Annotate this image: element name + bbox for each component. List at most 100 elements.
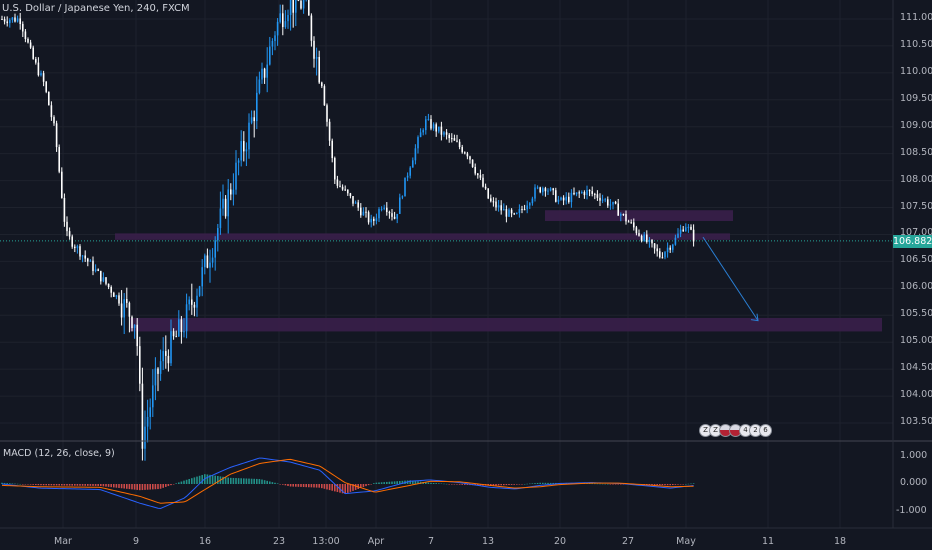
candle-body bbox=[113, 292, 115, 297]
candle-body bbox=[53, 117, 55, 124]
candle-body bbox=[154, 368, 157, 386]
candle-body bbox=[3, 19, 6, 22]
macd-hist-bar bbox=[274, 482, 276, 484]
macd-hist-bar bbox=[375, 482, 378, 484]
candle-body bbox=[123, 299, 125, 318]
candle-body bbox=[94, 269, 97, 272]
candle-body bbox=[620, 214, 622, 216]
price-axis-label: 105.500 bbox=[900, 308, 932, 320]
macd-hist-bar bbox=[588, 483, 591, 484]
candle-body bbox=[334, 158, 336, 180]
candle-body bbox=[188, 299, 190, 305]
macd-hist-bar bbox=[679, 484, 682, 485]
macd-hist-bar bbox=[601, 483, 604, 485]
macd-hist-bar bbox=[92, 484, 94, 486]
candlestick-series[interactable] bbox=[1, 0, 695, 461]
macd-hist-bar bbox=[263, 480, 266, 484]
candle-body bbox=[596, 194, 599, 198]
macd-hist-bar bbox=[383, 482, 385, 484]
candle-body bbox=[549, 188, 552, 191]
candle-body bbox=[614, 201, 617, 204]
macd-hist-bar bbox=[360, 484, 362, 489]
macd-hist-bar bbox=[414, 480, 417, 484]
macd-hist-bar bbox=[448, 484, 450, 485]
macd-hist-bar bbox=[245, 478, 248, 484]
macd-hist-bar bbox=[97, 484, 99, 486]
candle-body bbox=[529, 203, 531, 206]
macd-hist-bar bbox=[323, 484, 326, 489]
candle-body bbox=[534, 187, 536, 199]
chart-title[interactable]: U.S. Dollar / Japanese Yen, 240, FXCM bbox=[2, 3, 190, 14]
candle-body bbox=[172, 331, 175, 337]
projection-arrow[interactable] bbox=[702, 236, 759, 322]
candle-body bbox=[326, 105, 328, 122]
event-marker[interactable]: 6 bbox=[759, 424, 772, 437]
time-axis-label: Apr bbox=[367, 536, 385, 547]
candle-body bbox=[583, 192, 586, 196]
macd-hist-bar bbox=[282, 484, 284, 485]
candle-body bbox=[287, 15, 289, 22]
candle-body bbox=[505, 209, 508, 217]
candle-body bbox=[513, 213, 515, 215]
macd-hist-bar bbox=[224, 477, 227, 484]
time-axis-label: 16 bbox=[198, 536, 212, 547]
macd-hist-bar bbox=[146, 484, 149, 490]
macd-hist-bar bbox=[198, 475, 201, 484]
candle-body bbox=[599, 197, 601, 201]
macd-hist-bar bbox=[344, 484, 346, 494]
macd-hist-bar bbox=[29, 484, 32, 485]
candle-body bbox=[679, 229, 682, 234]
candle-body bbox=[37, 62, 40, 76]
macd-hist-bar bbox=[19, 483, 21, 485]
macd-hist-bar bbox=[149, 484, 151, 490]
time-axis-label: Mar bbox=[54, 536, 72, 547]
event-marker[interactable]: 2 bbox=[749, 424, 762, 437]
macd-hist-bar bbox=[682, 484, 684, 485]
macd-hist-bar bbox=[677, 484, 679, 485]
macd-hist-bar bbox=[539, 482, 541, 484]
candle-body bbox=[45, 81, 47, 92]
macd-hist-bar bbox=[458, 484, 461, 485]
macd-hist-bar bbox=[500, 484, 502, 486]
price-zone bbox=[130, 317, 882, 332]
time-axis-label: 13 bbox=[481, 536, 495, 547]
candle-body bbox=[661, 257, 664, 259]
macd-hist-bar bbox=[42, 484, 45, 486]
candle-body bbox=[383, 207, 385, 209]
macd-hist-bar bbox=[388, 481, 391, 484]
candle-body bbox=[71, 236, 73, 247]
macd-hist-bar bbox=[609, 484, 612, 485]
macd-hist-bar bbox=[45, 484, 47, 486]
macd-hist-bar bbox=[513, 484, 515, 485]
candle-body bbox=[204, 255, 206, 268]
macd-hist-bar bbox=[276, 483, 279, 484]
candle-body bbox=[588, 190, 591, 192]
macd-hist-bar bbox=[22, 484, 24, 485]
event-marker[interactable]: Z bbox=[709, 424, 722, 437]
macd-hist-bar bbox=[666, 484, 669, 486]
candle-body bbox=[643, 234, 645, 241]
macd-hist-bar bbox=[40, 484, 42, 486]
macd-hist-bar bbox=[659, 484, 661, 486]
macd-hist-bar bbox=[692, 483, 695, 484]
candle-body bbox=[253, 117, 255, 122]
candle-body bbox=[386, 207, 388, 213]
candle-body bbox=[539, 187, 541, 193]
macd-hist-bar bbox=[380, 482, 383, 484]
macd-hist-bar bbox=[81, 484, 84, 486]
candle-body bbox=[289, 0, 292, 16]
macd-hist-bar bbox=[651, 484, 653, 486]
macd-indicator-label[interactable]: MACD (12, 26, close, 9) bbox=[3, 448, 115, 459]
candle-body bbox=[235, 162, 237, 190]
candle-body bbox=[14, 17, 16, 22]
macd-axis-label: 1.000 bbox=[900, 449, 928, 461]
candle-body bbox=[672, 244, 674, 250]
macd-hist-bar bbox=[53, 484, 55, 486]
candle-body bbox=[669, 247, 671, 250]
price-axis-label: 106.000 bbox=[900, 281, 932, 293]
candle-body bbox=[209, 262, 211, 268]
candle-body bbox=[193, 304, 196, 308]
macd-hist-bar bbox=[409, 480, 411, 484]
